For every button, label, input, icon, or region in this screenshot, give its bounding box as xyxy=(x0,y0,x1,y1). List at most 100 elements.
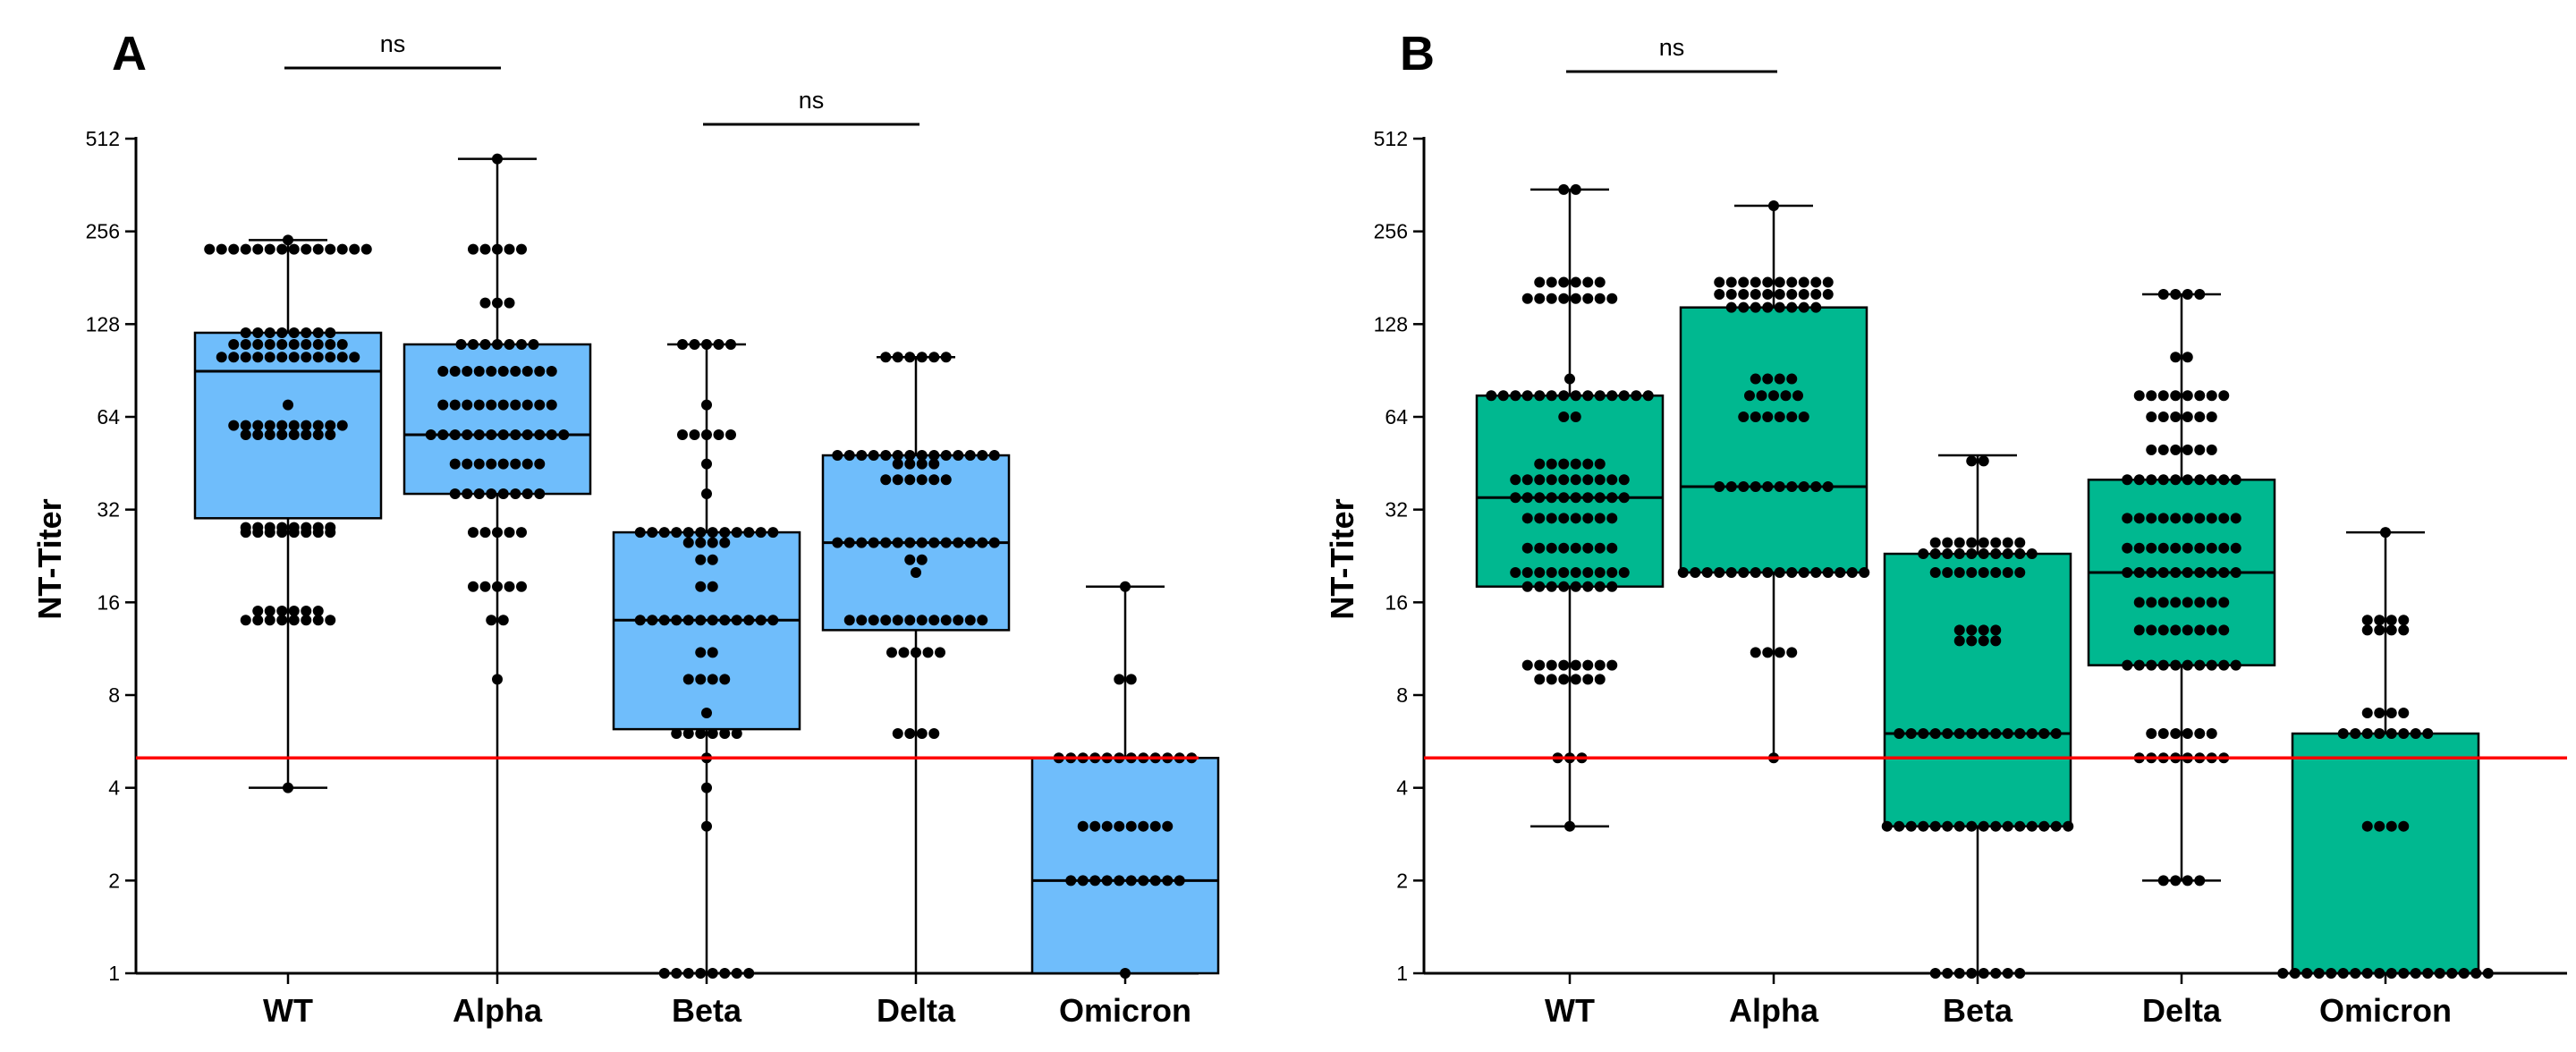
data-point xyxy=(1618,566,1630,578)
data-point xyxy=(743,527,755,539)
data-point xyxy=(868,450,879,462)
data-point xyxy=(677,338,688,350)
data-point xyxy=(479,297,491,309)
data-point xyxy=(1162,820,1174,832)
data-point xyxy=(1174,875,1185,887)
data-point xyxy=(1546,659,1557,671)
data-point xyxy=(240,615,251,626)
data-point xyxy=(1521,293,1533,304)
panel-a: A NT-Titer 1 2 4 8 16 32 64 128 256 512 WT Alpha Bet… xyxy=(31,27,1220,1029)
data-point xyxy=(2182,288,2193,300)
data-point xyxy=(2146,728,2157,740)
data-point xyxy=(1953,635,1965,647)
data-point xyxy=(1978,455,1989,467)
data-point xyxy=(1798,276,1809,288)
data-point xyxy=(264,605,275,616)
data-point xyxy=(1918,820,1929,832)
data-point xyxy=(1810,288,1822,300)
data-point xyxy=(916,537,928,548)
data-point xyxy=(1521,659,1533,671)
data-point xyxy=(276,243,288,255)
data-point xyxy=(521,399,533,411)
data-point xyxy=(1714,276,1725,288)
data-point xyxy=(2146,542,2157,554)
data-point xyxy=(1714,480,1725,492)
data-point xyxy=(2374,820,2385,832)
data-point xyxy=(516,581,527,592)
data-point xyxy=(486,488,497,500)
data-point xyxy=(1534,276,1546,288)
data-point xyxy=(1738,480,1750,492)
data-point xyxy=(288,338,300,350)
data-point xyxy=(1618,390,1630,402)
data-point xyxy=(492,527,503,539)
data-point xyxy=(486,399,497,411)
data-point xyxy=(264,352,275,363)
data-point xyxy=(1750,566,1761,578)
data-point xyxy=(2157,474,2169,486)
data-point xyxy=(510,458,521,470)
data-point xyxy=(449,366,461,378)
data-point xyxy=(1966,455,1978,467)
data-point xyxy=(1966,624,1978,636)
data-point xyxy=(276,605,288,616)
data-point xyxy=(940,615,952,626)
data-point xyxy=(240,352,251,363)
data-point xyxy=(2157,513,2169,524)
data-point xyxy=(228,338,240,350)
data-point xyxy=(1978,624,1989,636)
data-point xyxy=(1606,513,1618,524)
data-point xyxy=(1786,647,1798,658)
data-point xyxy=(1953,820,1965,832)
data-point xyxy=(928,537,940,548)
data-point xyxy=(2361,728,2373,740)
data-point xyxy=(1990,635,2002,647)
data-point xyxy=(516,527,527,539)
data-point xyxy=(504,297,515,309)
data-point xyxy=(2361,968,2373,979)
data-point xyxy=(288,428,300,440)
data-point xyxy=(1744,390,1755,402)
data-point xyxy=(916,450,928,462)
data-point xyxy=(904,352,916,363)
data-point xyxy=(880,474,892,486)
data-point xyxy=(1558,458,1570,470)
data-point xyxy=(1990,537,2002,548)
data-point xyxy=(1750,480,1761,492)
y-tick-label: 16 xyxy=(1385,590,1408,614)
data-point xyxy=(2194,390,2206,402)
data-point xyxy=(886,647,897,658)
data-point xyxy=(1546,492,1557,504)
data-point xyxy=(1990,566,2002,578)
data-point xyxy=(504,581,515,592)
data-point xyxy=(1966,548,1978,560)
data-point xyxy=(1725,288,1737,300)
data-point xyxy=(2194,624,2206,636)
data-point xyxy=(731,527,742,539)
data-point xyxy=(1966,968,1978,979)
data-point xyxy=(977,450,988,462)
data-point xyxy=(1546,513,1557,524)
data-point xyxy=(1942,548,1953,560)
data-point xyxy=(2170,352,2182,363)
data-point xyxy=(2002,537,2013,548)
data-point xyxy=(1738,411,1750,422)
data-point xyxy=(1894,820,1905,832)
data-point xyxy=(2218,542,2230,554)
data-point xyxy=(2194,659,2206,671)
data-point xyxy=(1762,288,1774,300)
data-point xyxy=(1822,566,1834,578)
data-point xyxy=(695,647,707,658)
data-point xyxy=(1138,820,1149,832)
data-point xyxy=(516,338,527,350)
data-point xyxy=(1756,390,1767,402)
data-point xyxy=(2133,566,2145,578)
data-point xyxy=(904,554,916,565)
data-point xyxy=(492,297,503,309)
data-point xyxy=(940,474,952,486)
data-point xyxy=(462,399,473,411)
data-point xyxy=(2146,411,2157,422)
data-point xyxy=(2146,566,2157,578)
data-point xyxy=(2182,513,2193,524)
data-point xyxy=(1738,288,1750,300)
